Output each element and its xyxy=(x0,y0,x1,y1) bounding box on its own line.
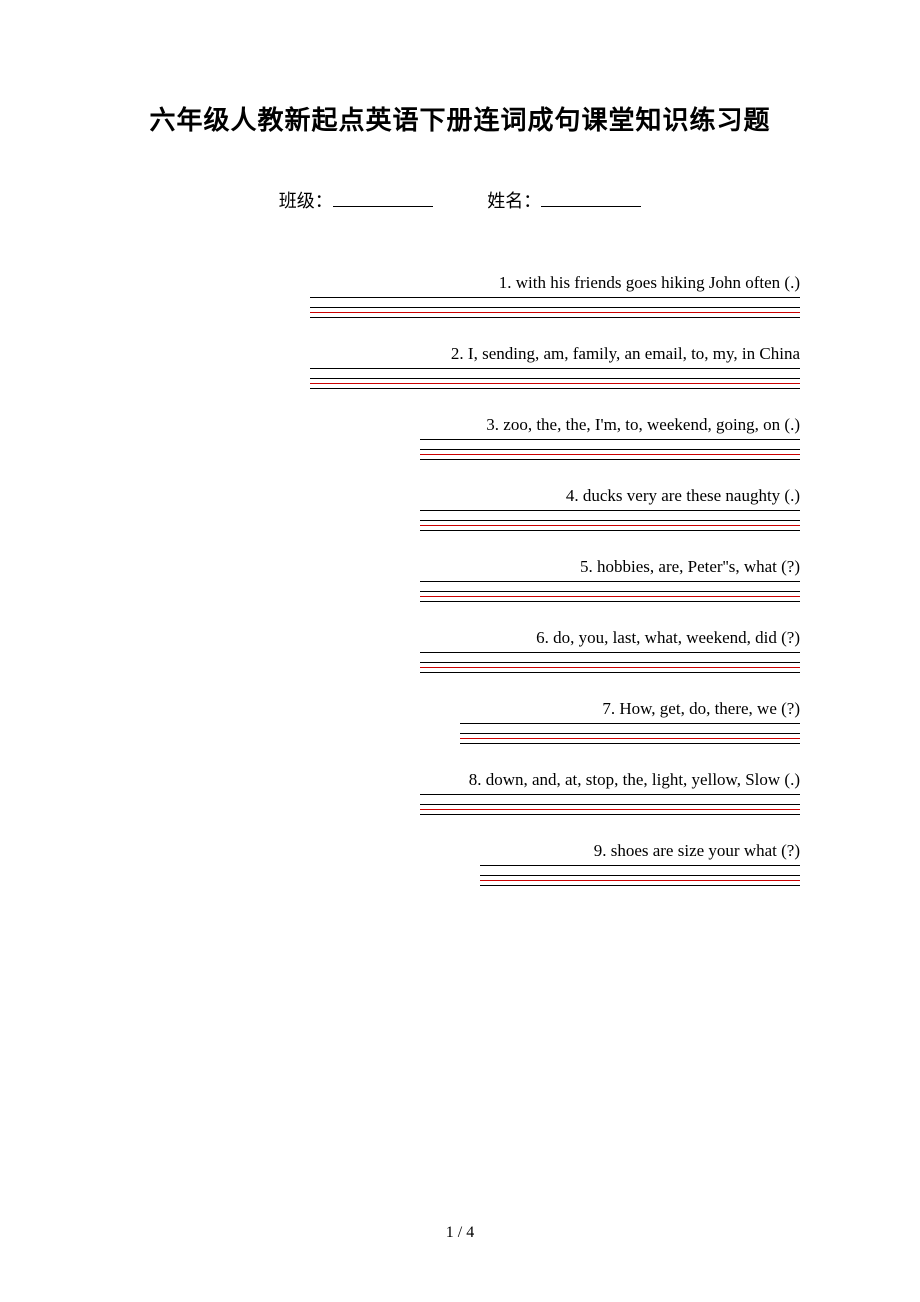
answer-line xyxy=(480,875,800,876)
answer-line xyxy=(420,581,800,582)
answer-line xyxy=(420,672,800,673)
class-blank xyxy=(333,206,433,207)
answer-lines xyxy=(120,439,800,478)
answer-line xyxy=(460,743,800,744)
answer-lines xyxy=(120,368,800,407)
answer-line xyxy=(420,652,800,653)
answer-line-red xyxy=(420,525,800,526)
answer-lines xyxy=(120,794,800,833)
answer-line xyxy=(420,459,800,460)
answer-line xyxy=(420,794,800,795)
question-text: 2. I, sending, am, family, an email, to,… xyxy=(120,344,800,364)
answer-line-red xyxy=(310,312,800,313)
question-4: 4. ducks very are these naughty (.) xyxy=(120,486,800,549)
question-text: 4. ducks very are these naughty (.) xyxy=(120,486,800,506)
page-title: 六年级人教新起点英语下册连词成句课堂知识练习题 xyxy=(120,100,800,137)
question-7: 7. How, get, do, there, we (?) xyxy=(120,699,800,762)
answer-line xyxy=(310,368,800,369)
name-label: 姓名： xyxy=(487,187,541,213)
question-1: 1. with his friends goes hiking John oft… xyxy=(120,273,800,336)
answer-lines xyxy=(120,297,800,336)
answer-line xyxy=(420,591,800,592)
answer-line-red xyxy=(420,596,800,597)
question-8: 8. down, and, at, stop, the, light, yell… xyxy=(120,770,800,833)
answer-line xyxy=(480,865,800,866)
answer-line xyxy=(420,449,800,450)
answer-line xyxy=(310,378,800,379)
answer-line xyxy=(420,601,800,602)
answer-line xyxy=(420,814,800,815)
answer-line-red xyxy=(420,454,800,455)
question-6: 6. do, you, last, what, weekend, did (?) xyxy=(120,628,800,691)
answer-lines xyxy=(120,581,800,620)
question-text: 6. do, you, last, what, weekend, did (?) xyxy=(120,628,800,648)
question-5: 5. hobbies, are, Peter''s, what (?) xyxy=(120,557,800,620)
answer-lines xyxy=(120,510,800,549)
answer-line xyxy=(460,733,800,734)
question-2: 2. I, sending, am, family, an email, to,… xyxy=(120,344,800,407)
answer-line xyxy=(420,520,800,521)
answer-line xyxy=(420,439,800,440)
question-text: 3. zoo, the, the, I'm, to, weekend, goin… xyxy=(120,415,800,435)
answer-line-red xyxy=(420,809,800,810)
answer-line-red xyxy=(480,880,800,881)
answer-line xyxy=(420,530,800,531)
answer-line xyxy=(460,723,800,724)
question-text: 5. hobbies, are, Peter''s, what (?) xyxy=(120,557,800,577)
answer-line xyxy=(420,662,800,663)
info-row: 班级： 姓名： xyxy=(120,187,800,213)
answer-line xyxy=(310,388,800,389)
answer-line xyxy=(420,510,800,511)
answer-lines xyxy=(120,652,800,691)
question-9: 9. shoes are size your what (?) xyxy=(120,841,800,904)
question-text: 1. with his friends goes hiking John oft… xyxy=(120,273,800,293)
question-text: 8. down, and, at, stop, the, light, yell… xyxy=(120,770,800,790)
questions-container: 1. with his friends goes hiking John oft… xyxy=(120,273,800,904)
answer-line xyxy=(480,885,800,886)
answer-line-red xyxy=(310,383,800,384)
answer-line xyxy=(310,307,800,308)
answer-lines xyxy=(120,865,800,904)
question-text: 7. How, get, do, there, we (?) xyxy=(120,699,800,719)
answer-line-red xyxy=(460,738,800,739)
answer-lines xyxy=(120,723,800,762)
answer-line xyxy=(310,317,800,318)
question-text: 9. shoes are size your what (?) xyxy=(120,841,800,861)
class-label: 班级： xyxy=(279,187,333,213)
name-blank xyxy=(541,206,641,207)
question-3: 3. zoo, the, the, I'm, to, weekend, goin… xyxy=(120,415,800,478)
answer-line xyxy=(420,804,800,805)
answer-line-red xyxy=(420,667,800,668)
page-footer: 1 / 4 xyxy=(0,1224,920,1242)
answer-line xyxy=(310,297,800,298)
